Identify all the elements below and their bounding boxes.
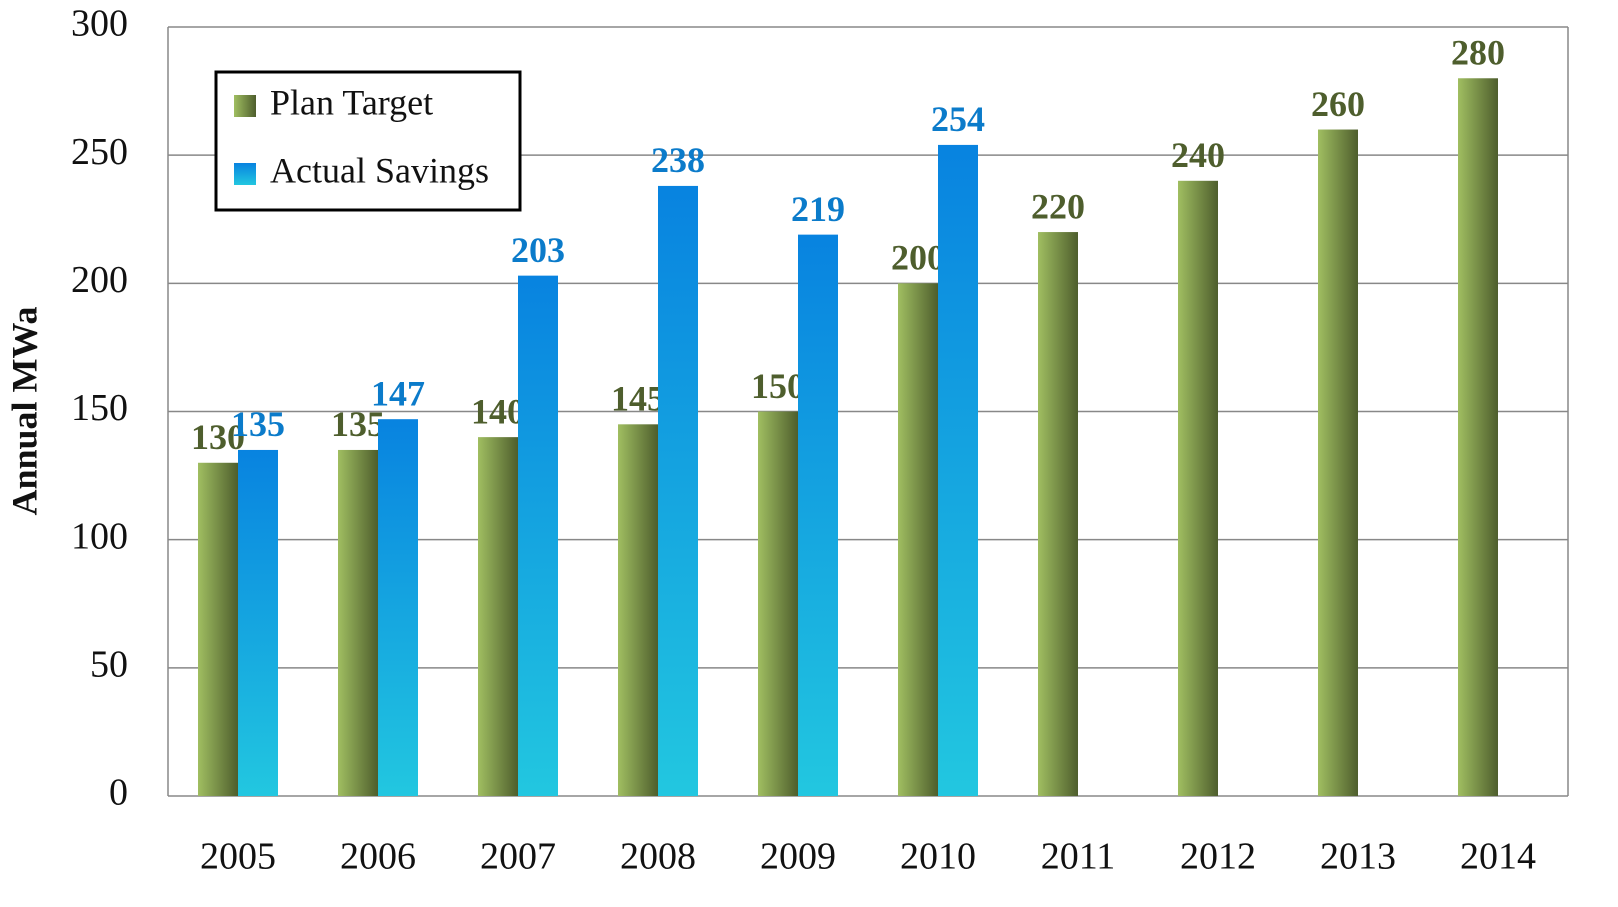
- legend-swatch: [234, 163, 256, 185]
- y-tick-label: 200: [71, 259, 128, 301]
- value-label: 135: [231, 404, 285, 444]
- bar: [338, 449, 378, 796]
- bar: [1318, 129, 1358, 797]
- x-tick-label: 2011: [1041, 836, 1116, 878]
- y-tick-label: 300: [71, 3, 128, 45]
- bar: [378, 419, 418, 796]
- value-label: 238: [651, 140, 705, 180]
- x-tick-label: 2006: [340, 836, 416, 878]
- y-tick-label: 250: [71, 131, 128, 173]
- x-tick-label: 2007: [480, 836, 556, 878]
- legend-label: Plan Target: [270, 82, 433, 122]
- value-label: 140: [471, 391, 525, 431]
- bar: [898, 283, 938, 796]
- y-tick-label: 150: [71, 387, 128, 429]
- bar: [658, 185, 698, 797]
- value-label: 219: [791, 189, 845, 229]
- bar: [618, 424, 658, 796]
- value-label: 220: [1031, 186, 1085, 226]
- bar: [1038, 232, 1078, 797]
- bar: [518, 275, 558, 797]
- value-label: 260: [1311, 84, 1365, 124]
- value-label: 280: [1451, 33, 1505, 73]
- value-label: 145: [611, 379, 665, 419]
- value-label: 254: [931, 99, 985, 139]
- value-label: 203: [511, 230, 565, 270]
- x-tick-label: 2013: [1320, 836, 1396, 878]
- value-label: 150: [751, 366, 805, 406]
- bar: [758, 411, 798, 796]
- y-tick-label: 50: [90, 644, 128, 686]
- x-tick-label: 2012: [1180, 836, 1256, 878]
- y-tick-label: 100: [71, 515, 128, 557]
- legend-label: Actual Savings: [270, 150, 489, 190]
- bar: [1458, 78, 1498, 797]
- y-axis-label: Annual MWa: [4, 306, 44, 515]
- x-tick-label: 2009: [760, 836, 836, 878]
- value-label: 240: [1171, 135, 1225, 175]
- bar: [798, 234, 838, 796]
- bar: [938, 144, 978, 796]
- bar: [198, 462, 238, 796]
- legend-box: [214, 70, 522, 212]
- x-tick-label: 2014: [1460, 836, 1536, 878]
- x-tick-label: 2005: [200, 836, 276, 878]
- value-label: 200: [891, 238, 945, 278]
- x-tick-label: 2008: [620, 836, 696, 878]
- bar: [478, 437, 518, 796]
- y-tick-label: 0: [109, 772, 128, 814]
- bar: [238, 449, 278, 796]
- value-label: 147: [371, 373, 425, 413]
- value-label: 130: [191, 417, 245, 457]
- value-label: 135: [331, 404, 385, 444]
- bar: [1178, 180, 1218, 797]
- legend-swatch: [234, 95, 256, 117]
- x-tick-label: 2010: [900, 836, 976, 878]
